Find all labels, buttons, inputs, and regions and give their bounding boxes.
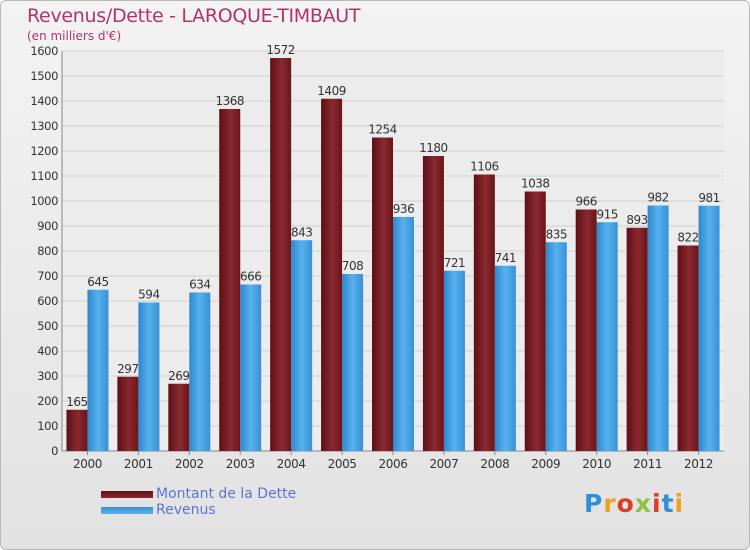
data-label-revenue: 721	[444, 256, 465, 270]
bar-revenue	[342, 274, 364, 451]
data-label-debt: 165	[66, 395, 87, 409]
bar-debt	[270, 58, 292, 451]
x-tick-label: 2005	[328, 457, 357, 471]
data-label-revenue: 981	[698, 191, 719, 205]
legend-label-revenue: Revenus	[156, 502, 216, 518]
data-label-revenue: 634	[189, 278, 210, 292]
y-tick-label: 600	[37, 294, 58, 308]
y-tick-label: 300	[37, 369, 58, 383]
bar-debt	[219, 109, 241, 451]
bar-debt	[321, 98, 343, 451]
proxiti-logo: Proxiti	[584, 489, 684, 518]
x-tick-label: 2011	[633, 457, 662, 471]
y-tick-label: 200	[37, 394, 58, 408]
y-tick-label: 900	[37, 219, 58, 233]
data-label-debt: 1106	[470, 160, 499, 174]
bar-debt	[422, 156, 444, 451]
chart-subtitle: (en milliers d'€)	[27, 29, 122, 43]
logo-letter: P	[584, 489, 604, 518]
y-tick-label: 700	[37, 269, 58, 283]
logo-letter: i	[652, 489, 662, 518]
bar-revenue	[596, 222, 618, 451]
y-tick-label: 400	[37, 344, 58, 358]
bar-revenue	[443, 270, 465, 451]
bar-revenue	[240, 284, 262, 451]
y-tick-label: 1100	[30, 169, 58, 183]
y-tick-label: 1600	[30, 44, 58, 58]
data-label-revenue: 666	[240, 270, 261, 284]
logo-letter: o	[616, 489, 635, 518]
bar-revenue	[393, 217, 414, 451]
data-label-revenue: 936	[393, 202, 414, 216]
bar-debt	[473, 174, 495, 451]
x-tick-label: 2000	[73, 457, 102, 471]
x-tick-label: 2008	[480, 457, 509, 471]
data-label-debt: 966	[575, 195, 596, 209]
x-tick-label: 2002	[175, 457, 204, 471]
y-tick-label: 1400	[30, 94, 58, 108]
x-tick-label: 2007	[429, 457, 458, 471]
bar-debt	[524, 191, 546, 451]
logo-letter: x	[634, 489, 652, 518]
data-label-revenue: 835	[546, 227, 567, 241]
data-label-revenue: 708	[342, 259, 363, 273]
legend-swatch-debt	[101, 491, 153, 498]
y-tick-label: 100	[37, 419, 58, 433]
x-tick-label: 2004	[277, 457, 306, 471]
legend-swatch-revenue	[101, 507, 153, 514]
data-label-revenue: 645	[87, 275, 108, 289]
logo-letter: i	[674, 489, 685, 518]
bar-revenue	[138, 302, 160, 451]
data-label-revenue: 594	[138, 288, 159, 302]
bar-revenue	[647, 205, 669, 451]
bar-revenue	[545, 242, 567, 451]
bar-revenue	[87, 289, 109, 451]
chart-title: Revenus/Dette - LAROQUE-TIMBAUT	[27, 5, 361, 27]
y-tick-label: 0	[51, 444, 58, 458]
bar-revenue	[698, 205, 720, 451]
x-tick-label: 2006	[379, 457, 408, 471]
y-tick-label: 1200	[30, 144, 58, 158]
y-tick-label: 1300	[30, 119, 58, 133]
data-label-revenue: 843	[291, 225, 312, 239]
data-label-debt: 822	[677, 231, 698, 245]
data-label-debt: 1180	[419, 141, 448, 155]
data-label-debt: 893	[626, 213, 647, 227]
data-label-revenue: 915	[596, 207, 617, 221]
y-tick-label: 800	[37, 244, 58, 258]
data-label-debt: 269	[168, 369, 189, 383]
data-label-revenue: 741	[495, 251, 516, 265]
data-label-debt: 1572	[266, 43, 295, 57]
data-label-debt: 1409	[317, 84, 346, 98]
bar-debt	[117, 376, 139, 451]
y-tick-label: 1500	[30, 69, 58, 83]
bar-debt	[575, 209, 597, 451]
x-tick-label: 2009	[531, 457, 560, 471]
data-label-debt: 1368	[215, 94, 244, 108]
x-tick-label: 2001	[124, 457, 153, 471]
bar-revenue	[494, 265, 516, 451]
data-label-debt: 297	[117, 362, 138, 376]
logo-letter: t	[661, 489, 675, 518]
bar-revenue	[189, 292, 211, 451]
data-label-debt: 1038	[521, 177, 550, 191]
bar-debt	[66, 409, 88, 451]
data-label-revenue: 982	[647, 191, 668, 205]
y-tick-label: 1000	[30, 194, 58, 208]
bar-debt	[626, 227, 648, 451]
x-tick-label: 2010	[582, 457, 611, 471]
logo-letter: r	[603, 489, 617, 518]
x-tick-label: 2003	[226, 457, 255, 471]
bar-debt	[168, 383, 190, 451]
legend-label-debt: Montant de la Dette	[156, 486, 297, 502]
bar-debt	[677, 245, 699, 451]
x-tick-label: 2012	[684, 457, 713, 471]
bar-revenue	[291, 240, 313, 451]
y-tick-label: 500	[37, 319, 58, 333]
bar-debt	[372, 137, 393, 451]
data-label-debt: 1254	[368, 123, 397, 137]
